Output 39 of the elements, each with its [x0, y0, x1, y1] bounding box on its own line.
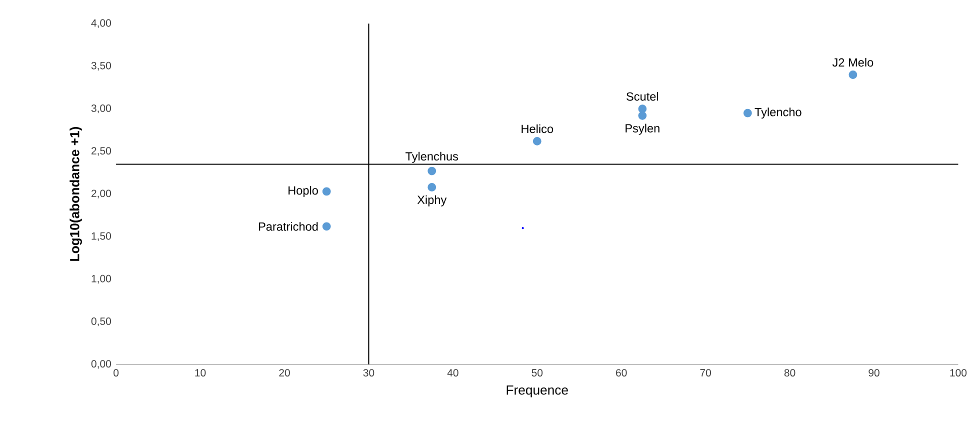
annotation: Helico: [522, 124, 554, 134]
annotation: Hoplo: [288, 186, 318, 198]
x-tick-label: 80: [784, 369, 796, 377]
y-tick-label: 3,50: [91, 62, 112, 71]
point: [428, 167, 436, 176]
point: [322, 222, 331, 231]
point: [848, 70, 858, 80]
x-tick-label: 60: [616, 369, 627, 377]
x-tick-label: 0: [114, 369, 119, 377]
point: [638, 112, 647, 120]
annotation: Scutel: [626, 92, 658, 101]
x-tick-label: 30: [363, 369, 374, 377]
y-tick-label: 1,00: [92, 275, 112, 284]
x-tick-label: 20: [279, 369, 290, 377]
annotation: Psylen: [626, 124, 660, 136]
point: [322, 188, 331, 196]
annotation: J2 Melo: [832, 58, 874, 67]
y-tick-label: 2,00: [92, 190, 112, 199]
x-tick-label: 40: [447, 369, 458, 377]
annotation: Xiphy: [417, 196, 447, 207]
annotation: Tylenchus: [406, 152, 458, 164]
x-tick-label: 10: [195, 369, 206, 377]
annotation: Paratrichod: [258, 222, 318, 231]
x-tick-label: 90: [868, 369, 880, 377]
y-tick-label: 0,50: [91, 318, 112, 326]
x-tick-label: 70: [700, 369, 712, 377]
annotation: Tylencho: [754, 108, 802, 119]
y-axis-title: Log10(abondance +1): [70, 127, 82, 262]
y-tick-label: 0,00: [91, 360, 112, 370]
x-axis-title: Frequence: [506, 386, 568, 398]
point: [532, 137, 542, 146]
y-tick-label: 4,00: [91, 20, 112, 28]
y-tick-label: 1,50: [92, 232, 112, 242]
y-tick-label: 2,50: [92, 147, 112, 156]
y-tick-label: 3,00: [91, 104, 112, 114]
x-tick-label: 50: [532, 369, 543, 377]
x-tick-label: 100: [950, 369, 967, 377]
point: [743, 109, 752, 118]
point: [428, 183, 436, 192]
